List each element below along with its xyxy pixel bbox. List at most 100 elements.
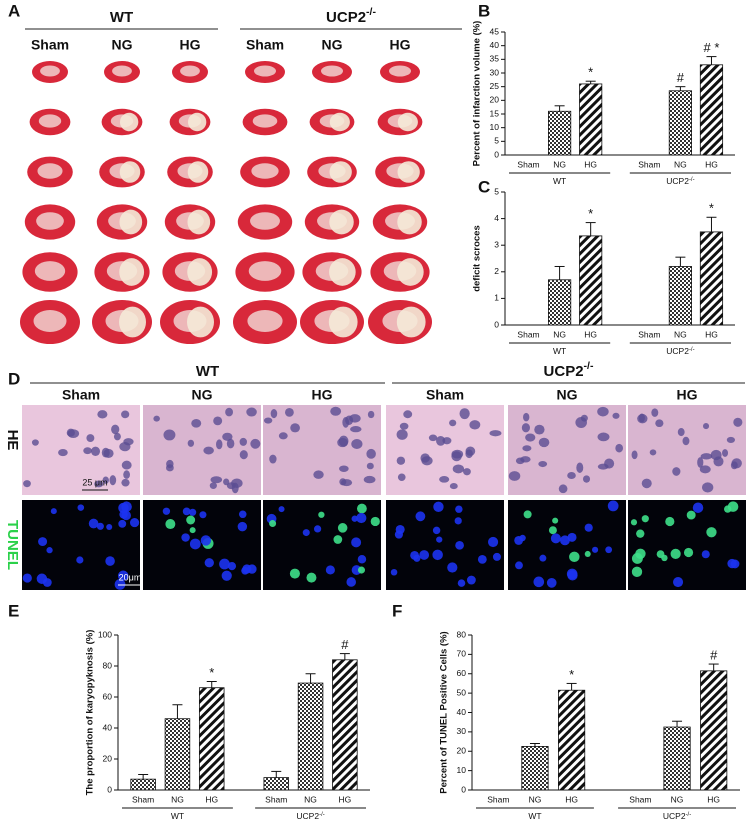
nucleus (111, 424, 120, 435)
nucleus (209, 482, 217, 489)
cell (706, 527, 717, 538)
cell (105, 556, 115, 566)
x-tick-label: Sham (517, 159, 539, 169)
cell (130, 518, 140, 528)
cell (219, 558, 230, 570)
cell (466, 575, 476, 585)
group-label: UCP2-/- (666, 176, 694, 186)
nucleus (651, 408, 659, 417)
group-label-text: UCP2 (326, 9, 366, 26)
nucleus (697, 457, 704, 468)
group-label: UCP2-/- (326, 6, 376, 26)
y-tick-label: 40 (103, 722, 113, 732)
cell (181, 533, 190, 542)
nucleus (222, 432, 233, 441)
column-label: HG (180, 37, 201, 53)
y-tick-label: 0 (107, 784, 112, 794)
cell (237, 521, 248, 532)
nucleus (121, 410, 130, 419)
nucleus (58, 448, 68, 457)
nucleus (366, 448, 376, 459)
nucleus (567, 471, 576, 480)
nucleus (239, 437, 247, 446)
nucleus (94, 480, 104, 488)
y-tick-label: 5 (494, 136, 499, 146)
column-label: HG (677, 387, 698, 403)
x-tick-label: HG (584, 159, 597, 169)
nucleus (83, 447, 92, 455)
nucleus (263, 417, 273, 424)
cell (447, 562, 458, 573)
nucleus (363, 475, 376, 484)
cell (88, 518, 99, 529)
y-tick-label: 60 (103, 691, 113, 701)
nucleus (631, 450, 638, 460)
brain-slice-white (251, 163, 279, 179)
group-label: WT (528, 811, 541, 821)
bar (699, 64, 724, 156)
annotation: # * (704, 40, 720, 55)
cell (635, 548, 646, 559)
y-axis-label: Percent of infarction volume (%) (472, 21, 483, 167)
infarct (187, 258, 213, 286)
nucleus (290, 423, 300, 433)
cell (186, 515, 196, 525)
nucleus (508, 471, 521, 481)
nucleus (597, 406, 609, 417)
x-tick-label: Sham (629, 794, 651, 804)
y-axis-label: The proportion of karyopyknosis (%) (85, 630, 96, 796)
nucleus (702, 482, 714, 493)
cell (269, 520, 277, 528)
nucleus (103, 448, 114, 459)
group-label-text: WT (171, 811, 184, 821)
cell (546, 578, 557, 588)
infarct (187, 306, 214, 338)
cell (333, 535, 343, 544)
cell (351, 537, 362, 548)
cell (241, 566, 249, 575)
nucleus (153, 415, 160, 422)
cell (457, 579, 466, 587)
brain-slice-white (33, 310, 67, 332)
column-label: HG (390, 37, 411, 53)
infarct (396, 306, 426, 338)
brain-slice-white (252, 114, 278, 128)
nucleus (463, 468, 471, 476)
bar (548, 279, 572, 326)
bar (579, 235, 603, 326)
nucleus (449, 483, 458, 490)
x-tick-label: NG (553, 329, 566, 339)
cell (605, 546, 613, 554)
x-tick-label: HG (705, 159, 718, 169)
cell (488, 536, 499, 548)
nucleus (726, 436, 736, 444)
group-label-text: UCP2 (663, 811, 686, 821)
tunel-image (386, 500, 504, 590)
cell (313, 525, 322, 533)
y-tick-label: 45 (490, 26, 500, 36)
bar (668, 90, 692, 156)
group-label: WT (553, 346, 566, 356)
nucleus (66, 428, 75, 437)
nucleus (97, 410, 108, 419)
group-label-sup: -/- (689, 347, 695, 353)
nucleus (123, 470, 130, 479)
nucleus (23, 480, 31, 488)
bar (668, 266, 692, 326)
nucleus (731, 458, 742, 469)
cell (278, 506, 285, 513)
infarct (329, 112, 350, 132)
brain-slice-white (248, 261, 282, 281)
group-label: UCP2-/- (544, 360, 594, 380)
nucleus (469, 420, 481, 430)
cell (415, 511, 426, 522)
cell (306, 572, 317, 583)
cell (683, 547, 694, 558)
cell (701, 550, 710, 559)
cell (548, 526, 557, 535)
panel-label: E (8, 601, 19, 620)
nucleus (677, 428, 685, 437)
he-image (263, 405, 381, 495)
infarct (187, 112, 207, 132)
bar (663, 726, 691, 791)
